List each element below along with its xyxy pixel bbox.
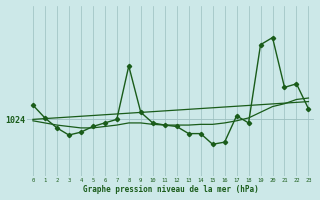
X-axis label: Graphe pression niveau de la mer (hPa): Graphe pression niveau de la mer (hPa) [83,185,259,194]
